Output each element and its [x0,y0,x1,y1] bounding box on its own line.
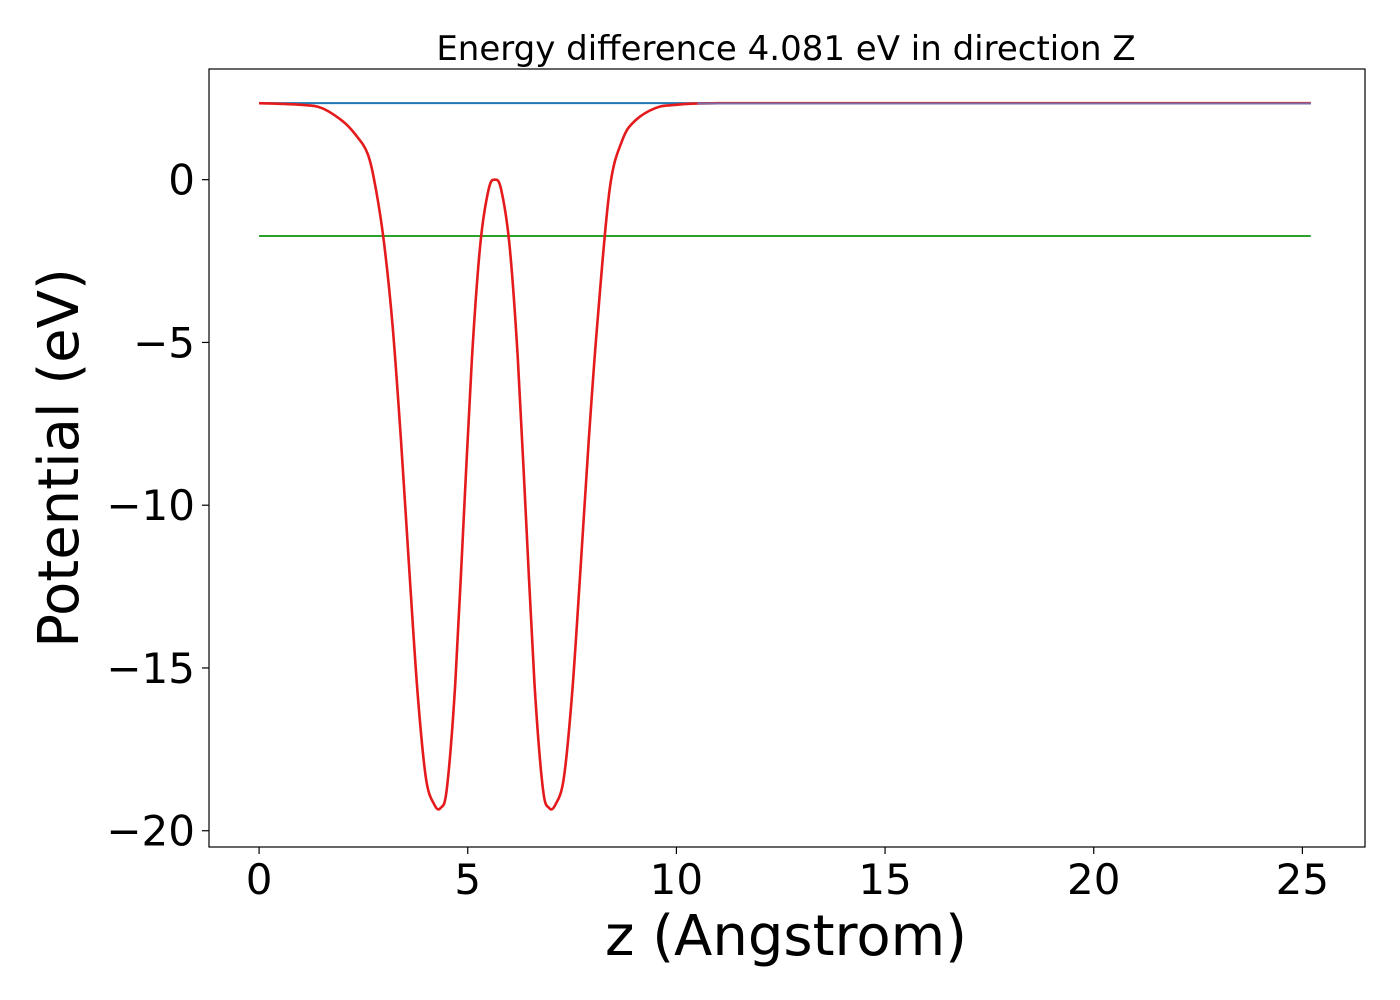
x-axis: 0 5 10 15 20 25 [246,847,1329,904]
y-tick-label: 0 [168,156,195,205]
x-tick-label: 20 [1067,855,1120,904]
y-tick-label: −20 [106,807,195,856]
x-axis-label: z (Angstrom) [605,904,967,969]
series-line-3 [259,101,1311,811]
y-tick-label: −5 [133,318,195,367]
x-tick-label: 5 [454,855,481,904]
x-tick-label: 15 [858,855,911,904]
plot-area [259,101,1311,811]
chart-title: Energy difference 4.081 eV in direction … [436,29,1135,69]
x-tick-label: 25 [1276,855,1329,904]
y-axis: −20 −15 −10 −5 0 [106,156,209,856]
y-tick-label: −15 [106,644,195,693]
y-axis-label: Potential (eV) [27,268,92,648]
y-tick-label: −10 [106,481,195,530]
plot-frame [208,68,1366,848]
x-tick-label: 10 [650,855,703,904]
x-tick-label: 0 [246,855,273,904]
